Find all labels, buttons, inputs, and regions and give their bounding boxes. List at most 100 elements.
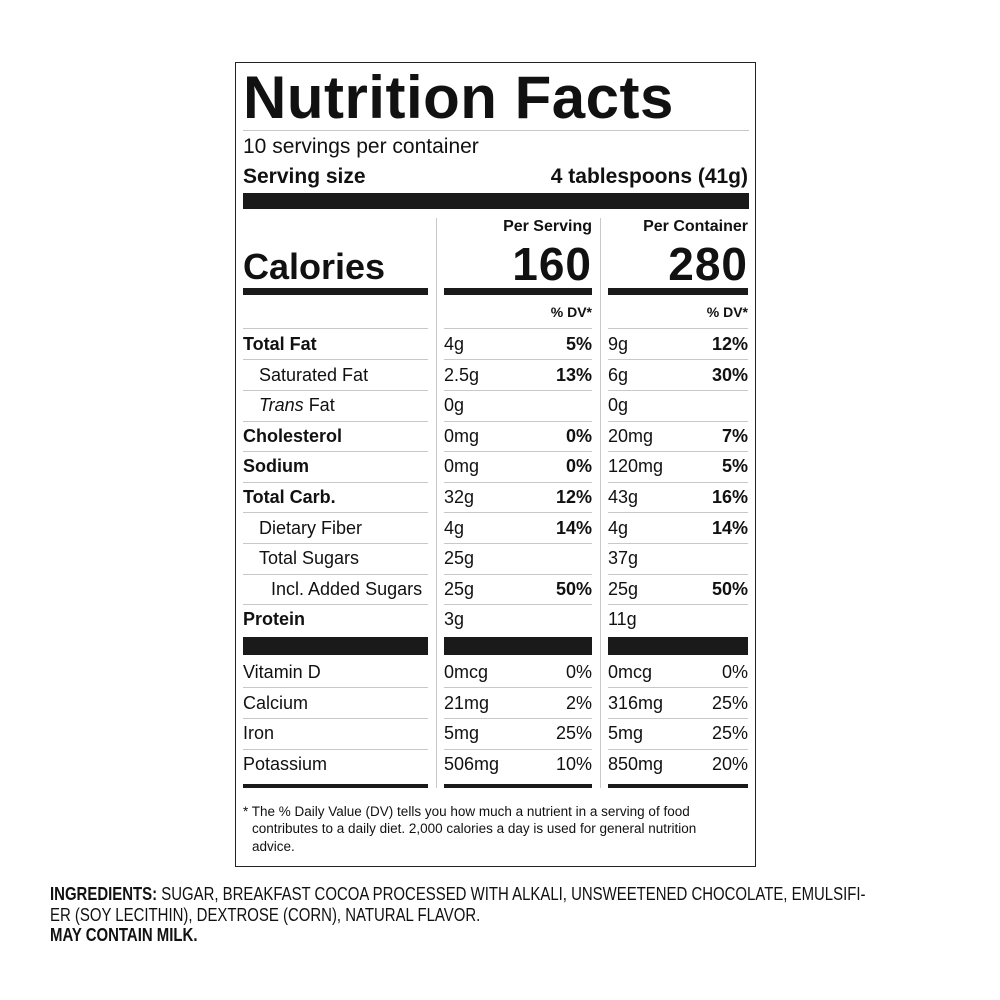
row-line (608, 451, 748, 453)
row-label: Saturated Fat (259, 364, 369, 385)
row-line (608, 542, 748, 544)
row-line (444, 687, 592, 689)
row-label: Potassium (243, 753, 328, 774)
row-label: Total Sugars (259, 548, 360, 569)
row-line (243, 748, 428, 750)
amount: 25g (444, 548, 475, 569)
ingredients-label: INGREDIENTS: (50, 884, 158, 904)
ingredients: INGREDIENTS: SUGAR, BREAKFAST COCOA PROC… (50, 884, 865, 946)
amount: 25g (444, 578, 475, 599)
row-line (243, 420, 428, 422)
daily-value: 16% (711, 487, 748, 507)
row-label: Calcium (243, 692, 309, 713)
divider (243, 130, 749, 131)
calories-bar (608, 288, 748, 295)
daily-value: 5% (565, 334, 592, 354)
amount: 0g (608, 395, 629, 416)
row-line (608, 717, 748, 719)
row-label: Vitamin D (243, 662, 321, 682)
footnote: advice. (252, 838, 295, 854)
column-header: Per Container (643, 218, 748, 235)
row-line (444, 481, 592, 483)
amount: 0mg (444, 425, 480, 446)
daily-value: 50% (555, 578, 592, 599)
row-line (444, 573, 592, 575)
thick-bar (243, 637, 428, 655)
row-line (608, 328, 748, 329)
calories-value: 160 (512, 238, 592, 290)
ingredients-line: INGREDIENTS: SUGAR, BREAKFAST COCOA PROC… (50, 884, 865, 905)
daily-value: 5% (721, 456, 748, 477)
row-line (608, 481, 748, 483)
row-line (444, 512, 592, 514)
row-label: Dietary Fiber (259, 517, 363, 538)
row-label: Cholesterol (243, 425, 343, 446)
row-line (608, 359, 748, 361)
amount: 25g (608, 578, 639, 599)
amount: 0mcg (444, 662, 489, 682)
row-line (444, 328, 592, 329)
row-line (444, 542, 592, 544)
amount: 506mg (444, 753, 500, 774)
row-line (243, 389, 428, 391)
daily-value: 0% (565, 425, 592, 446)
row-line (444, 359, 592, 361)
row-line (608, 512, 748, 514)
column-header: Per Serving (503, 218, 592, 235)
dv-header: % DV* (550, 304, 592, 320)
row-label: Sodium (243, 456, 309, 477)
amount: 32g (444, 487, 475, 507)
amount: 5mg (608, 723, 644, 744)
row-line (444, 389, 592, 391)
row-label: Total Carb. (243, 487, 336, 507)
row-label: Protein (243, 609, 306, 630)
daily-value: 0% (565, 662, 592, 682)
column-divider (600, 218, 601, 788)
thick-bar (243, 193, 749, 209)
bottom-bar (444, 784, 592, 788)
row-line (243, 481, 428, 483)
amount: 20mg (608, 425, 654, 446)
amount: 850mg (608, 753, 664, 774)
row-label: Iron (243, 723, 275, 744)
daily-value: 50% (711, 578, 748, 599)
row-label: Total Fat (243, 334, 317, 354)
amount: 5mg (444, 723, 480, 744)
row-line (444, 748, 592, 750)
amount: 0mcg (608, 662, 653, 682)
row-line (243, 328, 428, 329)
bottom-bar (243, 784, 428, 788)
label-box (235, 62, 756, 867)
row-line (243, 512, 428, 514)
daily-value: 13% (555, 364, 592, 385)
thick-bar (608, 637, 748, 655)
row-line (243, 604, 428, 606)
amount: 11g (608, 609, 637, 630)
row-line (608, 604, 748, 606)
row-line (243, 359, 428, 361)
daily-value: 0% (565, 456, 592, 477)
daily-value: 25% (711, 692, 748, 713)
amount: 3g (444, 609, 465, 630)
row-line (608, 420, 748, 422)
daily-value: 30% (711, 364, 748, 385)
row-line (608, 573, 748, 575)
calories-bar (444, 288, 592, 295)
calories-value: 280 (668, 238, 748, 290)
serving-size-value: 4 tablespoons (41g) (550, 165, 748, 188)
calories-bar (243, 288, 428, 295)
daily-value: 12% (711, 334, 748, 354)
daily-value: 12% (555, 487, 592, 507)
daily-value: 7% (721, 425, 748, 446)
row-line (444, 420, 592, 422)
allergen: MAY CONTAIN MILK. (50, 925, 198, 945)
amount: 43g (608, 487, 639, 507)
daily-value: 2% (565, 692, 592, 713)
row-line (243, 573, 428, 575)
row-line (243, 717, 428, 719)
row-line (444, 604, 592, 606)
amount: 4g (444, 334, 465, 354)
amount: 316mg (608, 692, 664, 713)
row-line (444, 451, 592, 453)
